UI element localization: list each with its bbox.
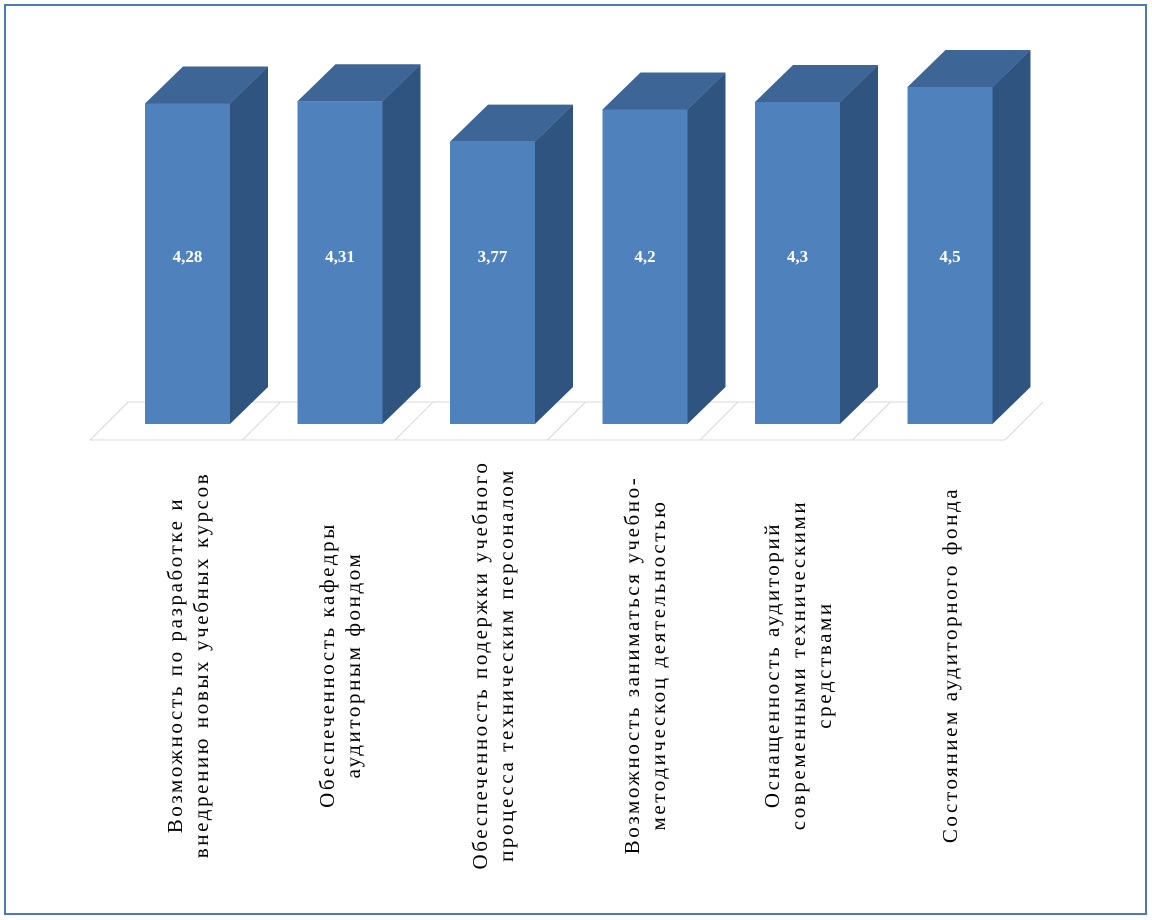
- bar-value-label: 4,2: [634, 247, 655, 266]
- bar-side-face: [382, 64, 421, 425]
- bar-side-face: [230, 66, 268, 424]
- bar-front-face: [755, 101, 840, 424]
- category-label: Состоянием аудиторного фонда: [937, 486, 962, 844]
- floor-right-edge: [1004, 401, 1044, 441]
- bar-top-face: [145, 66, 268, 104]
- bar-side-face: [840, 64, 878, 424]
- category-label: Возможность по разработке и внедрению но…: [162, 471, 213, 859]
- bar-value-label: 3,77: [478, 247, 508, 266]
- category-label: Обеспеченность кафедры аудиторным фондом: [314, 522, 365, 808]
- bar-value-label: 4,28: [173, 247, 203, 266]
- bar-top-face: [297, 64, 421, 102]
- category-label: Возможность заниматься учебно-методическ…: [619, 475, 670, 855]
- floor-divider: [547, 401, 586, 441]
- bar-front-face: [297, 101, 383, 425]
- floor-divider: [242, 401, 281, 441]
- bar-side-face: [992, 50, 1031, 424]
- bar-front-face: [907, 87, 993, 424]
- floor-divider: [699, 401, 739, 441]
- bar-value-label: 4,31: [325, 247, 355, 266]
- bar-value-label: 4,5: [939, 247, 960, 266]
- bar-top-face: [450, 104, 573, 142]
- bar-top-face: [755, 64, 878, 102]
- bar-front-face: [450, 141, 535, 424]
- bar-top-face: [602, 72, 726, 110]
- floor-divider: [394, 401, 434, 441]
- bar-side-face: [687, 72, 726, 424]
- category-label: Обеспеченность подержки учебного процесс…: [467, 460, 518, 870]
- bar-front-face: [145, 103, 230, 424]
- bar-value-label: 4,3: [787, 247, 808, 266]
- bar-side-face: [535, 104, 573, 425]
- category-label: Оснащенность аудиторий современными техн…: [759, 499, 836, 831]
- bar-top-face: [907, 50, 1031, 87]
- bar-front-face: [602, 109, 688, 424]
- floor-divider: [852, 401, 891, 441]
